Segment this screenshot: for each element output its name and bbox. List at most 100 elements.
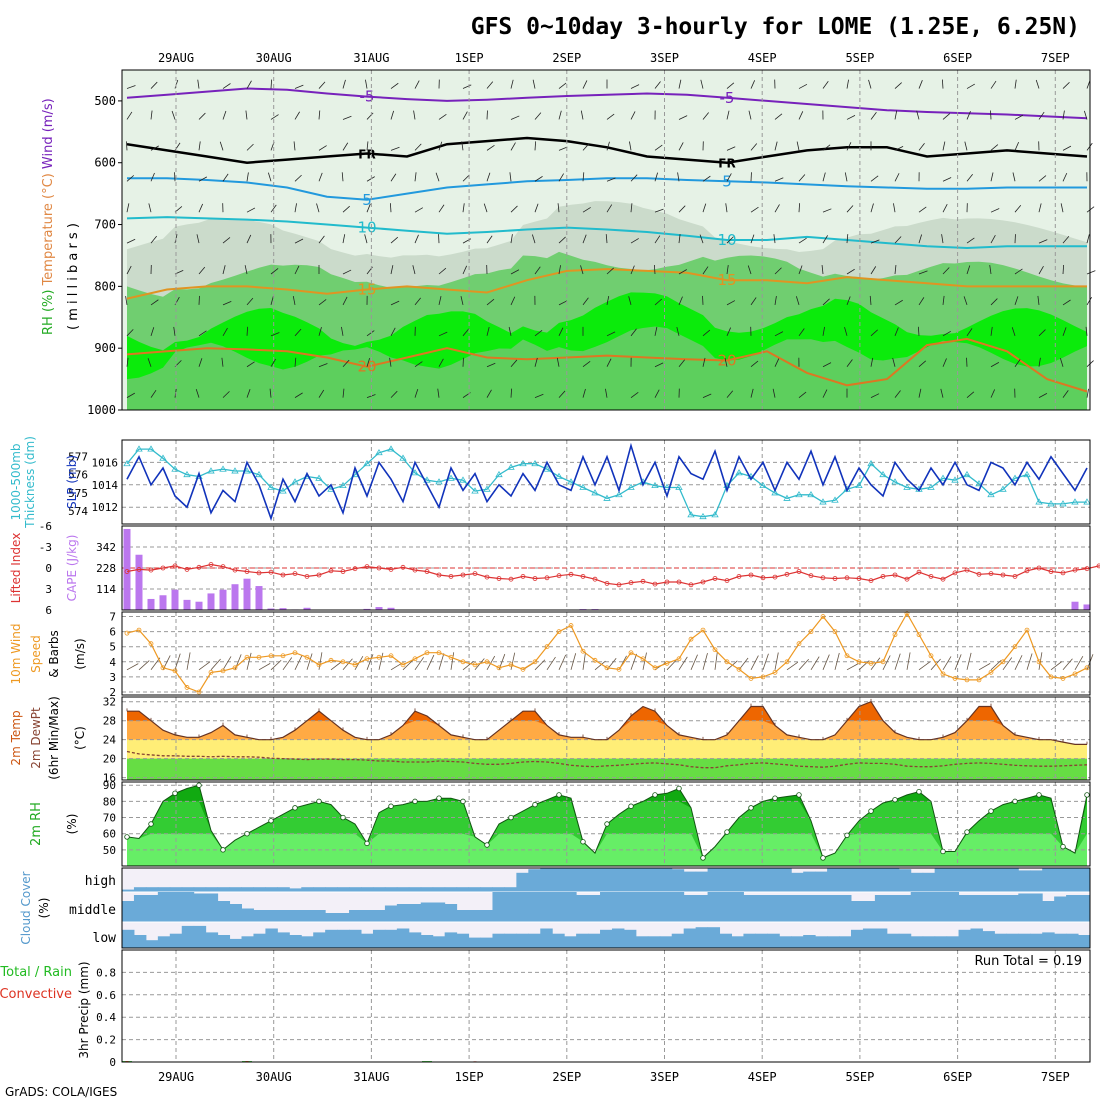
cloud-bar	[647, 892, 661, 922]
wind-barb	[150, 172, 155, 182]
cloud-bar	[850, 868, 864, 892]
wind-barb	[198, 112, 206, 120]
lifted-index-point	[1060, 570, 1066, 576]
thickness-point	[507, 463, 515, 470]
cloud-bar	[779, 936, 792, 948]
date-label-bottom: 29AUG	[158, 1070, 194, 1084]
cloud-bar	[1042, 932, 1055, 948]
lifted-index-point	[1012, 574, 1018, 579]
cloud-bar	[145, 887, 159, 892]
wind-barb	[678, 296, 683, 306]
cloud-bar	[456, 887, 470, 892]
lifted-index-point	[508, 576, 514, 582]
wind-barb	[412, 265, 416, 275]
date-label-bottom: 31AUG	[353, 1070, 389, 1084]
wind-barb	[126, 265, 132, 275]
lifted-index-point	[592, 576, 598, 582]
wind-barb	[1062, 145, 1072, 151]
wind-barb	[342, 142, 349, 151]
wind-barb	[558, 173, 564, 182]
wind-barb	[846, 205, 854, 213]
wind-barb	[582, 143, 590, 151]
cloud-bar	[325, 887, 338, 892]
thickness-point	[1083, 498, 1091, 505]
wind-barb	[702, 653, 708, 670]
wind-barb	[508, 326, 512, 336]
wind-barb	[966, 237, 975, 244]
wind-barb	[798, 203, 801, 213]
lifted-index-point	[712, 576, 718, 581]
isotherm-label: 10	[717, 231, 736, 249]
wind-barb	[594, 660, 606, 671]
wind-barb	[1014, 296, 1019, 306]
thickness-point	[687, 511, 695, 518]
cape-tick-label: 342	[96, 541, 116, 554]
wind-barb	[798, 174, 806, 182]
slp-tick-label: 1012	[92, 501, 119, 514]
wind-barb	[198, 330, 207, 337]
wind-barb	[1038, 393, 1048, 398]
cape-bar	[207, 593, 215, 610]
wind-barb	[390, 662, 403, 671]
wind-barb	[582, 207, 591, 213]
cloud-bar	[157, 936, 171, 948]
cloud-bar	[1006, 933, 1019, 948]
lifted-index-point	[436, 572, 442, 578]
wind-speed-point	[988, 669, 994, 675]
wind-barb	[318, 652, 323, 670]
isotherm-line	[126, 216, 1087, 250]
thickness-point	[807, 491, 815, 498]
wind-barb	[1038, 239, 1048, 244]
lifted-index-point	[676, 579, 682, 585]
cape-tick-label: 228	[96, 562, 116, 575]
wind-speed-point	[592, 657, 598, 663]
wind-speed-point	[916, 632, 922, 638]
wind-barb	[942, 141, 946, 151]
panel-frame	[121, 949, 1091, 1063]
thickness-point	[579, 483, 587, 490]
cloud-bar	[229, 904, 243, 922]
wind-barb	[462, 84, 472, 89]
date-label-top: 29AUG	[158, 51, 194, 65]
date-label-bottom: 1SEP	[455, 1070, 484, 1084]
lifted-index-point	[388, 567, 394, 572]
wind-barb	[126, 329, 134, 337]
wind-barb	[390, 265, 394, 275]
wind-barb	[246, 234, 252, 244]
cape-bar	[375, 607, 383, 610]
cloud-bar	[157, 887, 171, 892]
thickness-point	[543, 465, 551, 472]
lifted-index-point	[136, 567, 142, 572]
wind-barb	[966, 174, 973, 182]
wind-speed-point	[172, 668, 178, 674]
thickness-point	[123, 459, 131, 467]
wind-barb	[822, 81, 829, 89]
wind-speed-point	[124, 630, 130, 636]
cloud-bar	[384, 887, 398, 892]
thickness-point	[531, 459, 539, 467]
precip-tick-label: 0.6	[96, 989, 116, 1002]
cloud-bar	[516, 872, 529, 892]
cloud-bar	[181, 892, 195, 922]
wind-barb	[654, 362, 664, 368]
cloud-bar	[253, 910, 266, 922]
lifted-index-point	[496, 576, 502, 581]
cloud-bar	[659, 936, 673, 948]
y-axis-label-secondary: ( m i l l i b a r s )	[66, 223, 81, 330]
cape-bar	[267, 608, 275, 610]
cloud-bar	[886, 933, 900, 948]
wind-barb	[1014, 141, 1020, 151]
wind-barb	[390, 300, 400, 306]
wind-barb	[126, 392, 135, 398]
cloud-bar	[1066, 933, 1079, 948]
wind-speed-point	[400, 662, 406, 668]
wind-barb	[810, 656, 820, 671]
cloud-bar	[600, 868, 613, 892]
cloud-bar	[241, 908, 254, 922]
wind-barb	[246, 652, 252, 670]
wind-barb	[702, 203, 707, 213]
credit-label: GrADS: COLA/IGES	[5, 1085, 117, 1099]
dewpoint-line	[126, 750, 1088, 769]
lifted-index-point	[748, 572, 754, 578]
wind-barb	[654, 208, 664, 213]
